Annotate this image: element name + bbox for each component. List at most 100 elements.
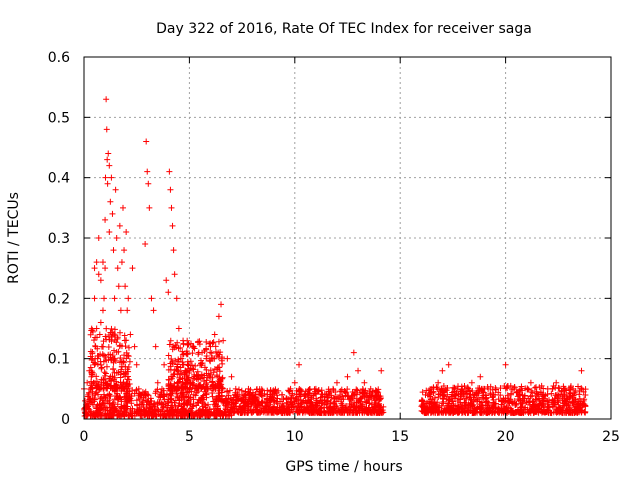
- data-point: [477, 373, 484, 380]
- data-point: [279, 409, 286, 416]
- data-point: [324, 394, 331, 401]
- data-point: [91, 295, 98, 302]
- data-point: [210, 339, 217, 346]
- data-point: [184, 341, 191, 348]
- data-point: [439, 387, 446, 394]
- data-point: [481, 408, 488, 415]
- data-point: [283, 406, 290, 413]
- data-point: [91, 361, 98, 368]
- data-point: [252, 391, 259, 398]
- y-axis-label: ROTI / TECUs: [6, 192, 22, 284]
- data-point: [203, 390, 210, 397]
- data-point: [481, 385, 488, 392]
- data-point: [137, 391, 144, 398]
- data-point: [133, 361, 140, 368]
- data-point: [306, 389, 313, 396]
- data-point: [107, 329, 114, 336]
- data-point: [104, 156, 111, 163]
- data-point: [87, 348, 94, 355]
- data-point: [232, 400, 239, 407]
- data-point: [452, 392, 459, 399]
- data-point: [253, 409, 260, 416]
- data-point: [129, 387, 136, 394]
- data-point: [502, 361, 509, 368]
- data-point: [211, 331, 218, 338]
- x-tick-label: 5: [185, 429, 194, 445]
- data-point: [94, 355, 101, 362]
- data-point: [512, 401, 519, 408]
- data-point: [359, 386, 366, 393]
- data-point: [190, 402, 197, 409]
- data-point: [527, 379, 534, 386]
- data-point: [218, 393, 225, 400]
- data-point: [326, 389, 333, 396]
- data-point: [175, 325, 182, 332]
- data-point: [99, 307, 106, 314]
- data-point: [86, 406, 93, 413]
- data-point: [355, 367, 362, 374]
- data-point: [216, 410, 223, 417]
- data-point: [184, 399, 191, 406]
- data-point: [464, 384, 471, 391]
- data-point: [470, 409, 477, 416]
- data-point: [318, 387, 325, 394]
- data-point: [243, 402, 250, 409]
- data-point: [171, 385, 178, 392]
- data-point: [574, 402, 581, 409]
- data-point: [114, 265, 121, 272]
- data-point: [332, 408, 339, 415]
- data-point: [477, 406, 484, 413]
- data-point: [204, 374, 211, 381]
- data-point: [174, 339, 181, 346]
- data-point: [159, 410, 166, 417]
- data-point: [253, 403, 260, 410]
- data-point: [162, 400, 169, 407]
- data-point: [246, 391, 253, 398]
- data-point: [89, 355, 96, 362]
- data-point: [538, 409, 545, 416]
- data-point: [473, 389, 480, 396]
- data-point: [96, 331, 103, 338]
- data-point: [180, 337, 187, 344]
- data-point: [114, 401, 121, 408]
- data-point: [125, 344, 132, 351]
- data-point: [374, 391, 381, 398]
- data-point: [286, 404, 293, 411]
- data-point: [167, 363, 174, 370]
- data-point: [189, 350, 196, 357]
- data-point: [210, 410, 217, 417]
- data-point: [492, 391, 499, 398]
- data-point: [207, 358, 214, 365]
- data-point: [180, 340, 187, 347]
- data-point: [123, 399, 130, 406]
- data-point: [268, 393, 275, 400]
- data-point: [126, 388, 133, 395]
- data-point: [459, 404, 466, 411]
- data-point: [319, 400, 326, 407]
- data-point: [228, 399, 235, 406]
- data-point: [492, 385, 499, 392]
- y-tick-label: 0.5: [48, 110, 70, 126]
- data-point: [458, 383, 465, 390]
- data-point: [435, 391, 442, 398]
- data-point: [491, 409, 498, 416]
- data-point: [224, 388, 231, 395]
- data-point: [317, 394, 324, 401]
- data-point: [152, 390, 159, 397]
- data-point: [112, 186, 119, 193]
- data-point: [532, 396, 539, 403]
- data-point: [350, 349, 357, 356]
- data-point: [564, 406, 571, 413]
- data-point: [242, 388, 249, 395]
- data-point: [115, 283, 122, 290]
- data-point: [140, 403, 147, 410]
- data-point: [87, 331, 94, 338]
- data-point: [253, 395, 260, 402]
- data-point: [428, 385, 435, 392]
- data-point: [313, 397, 320, 404]
- data-point: [293, 387, 300, 394]
- data-point: [203, 391, 210, 398]
- data-point: [158, 385, 165, 392]
- data-point: [270, 397, 277, 404]
- y-tick-label: 0.4: [48, 171, 70, 187]
